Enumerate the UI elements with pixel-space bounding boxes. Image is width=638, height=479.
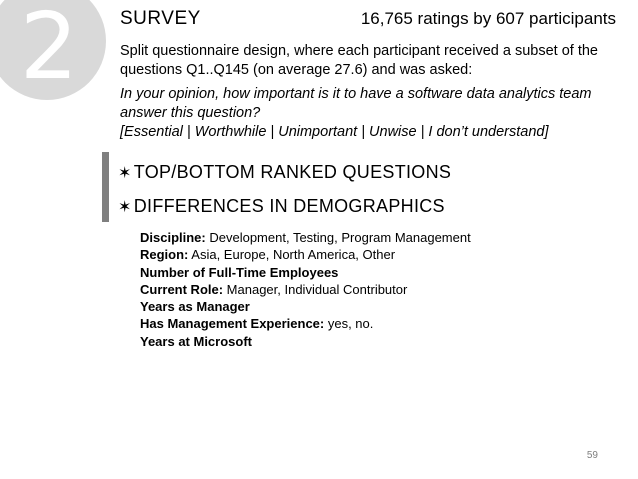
demographic-value: yes, no.	[324, 316, 374, 332]
demographic-row: Discipline: Development, Testing, Progra…	[140, 229, 471, 246]
demographic-value: Development, Testing, Program Management	[205, 230, 471, 245]
answer-options: [Essential | Worthwhile | Unimportant | …	[120, 124, 549, 140]
section-number-badge: 2	[0, 0, 110, 110]
demographic-label: Current Role:	[140, 281, 224, 297]
demographic-row: Years as Manager	[140, 298, 471, 315]
demographic-row: Number of Full-Time Employees	[140, 264, 471, 281]
demographics-list: Discipline: Development, Testing, Progra…	[140, 229, 471, 350]
survey-question: In your opinion, how important is it to …	[120, 85, 625, 142]
accent-bar	[102, 152, 109, 222]
demographic-label: Region:	[140, 247, 189, 263]
demographic-label: Years at Microsoft	[140, 333, 252, 349]
demographic-row: Years at Microsoft	[140, 333, 471, 350]
demographic-label: Number of Full-Time Employees	[140, 264, 339, 280]
star-icon: ✶	[118, 197, 132, 216]
demographic-row: Region: Asia, Europe, North America, Oth…	[140, 246, 471, 263]
demographic-value: Manager, Individual Contributor	[223, 281, 408, 297]
bullet-label: TOP/BOTTOM RANKED QUESTIONS	[133, 162, 452, 182]
design-description: Split questionnaire design, where each p…	[120, 43, 598, 78]
slide-title: SURVEY	[120, 8, 201, 29]
ratings-summary: 16,765 ratings by 607 participants	[360, 9, 616, 28]
demographic-label: Has Management Experience:	[140, 316, 325, 332]
demographic-row: Current Role: Manager, Individual Contri…	[140, 281, 471, 298]
page-number: 59	[586, 450, 598, 461]
demographic-row: Has Management Experience: yes, no.	[140, 315, 471, 332]
bullet-top-bottom: ✶ TOP/BOTTOM RANKED QUESTIONS	[118, 162, 451, 183]
demographic-label: Discipline:	[140, 230, 206, 245]
bullet-demographics: ✶ DIFFERENCES IN DEMOGRAPHICS	[118, 196, 445, 217]
demographic-value: Asia, Europe, North America, Other	[188, 247, 396, 263]
demographic-label: Years as Manager	[140, 299, 250, 315]
bullet-label: DIFFERENCES IN DEMOGRAPHICS	[133, 196, 445, 216]
section-number: 2	[19, 0, 79, 100]
star-icon: ✶	[118, 163, 132, 182]
question-text: In your opinion, how important is it to …	[120, 86, 592, 121]
